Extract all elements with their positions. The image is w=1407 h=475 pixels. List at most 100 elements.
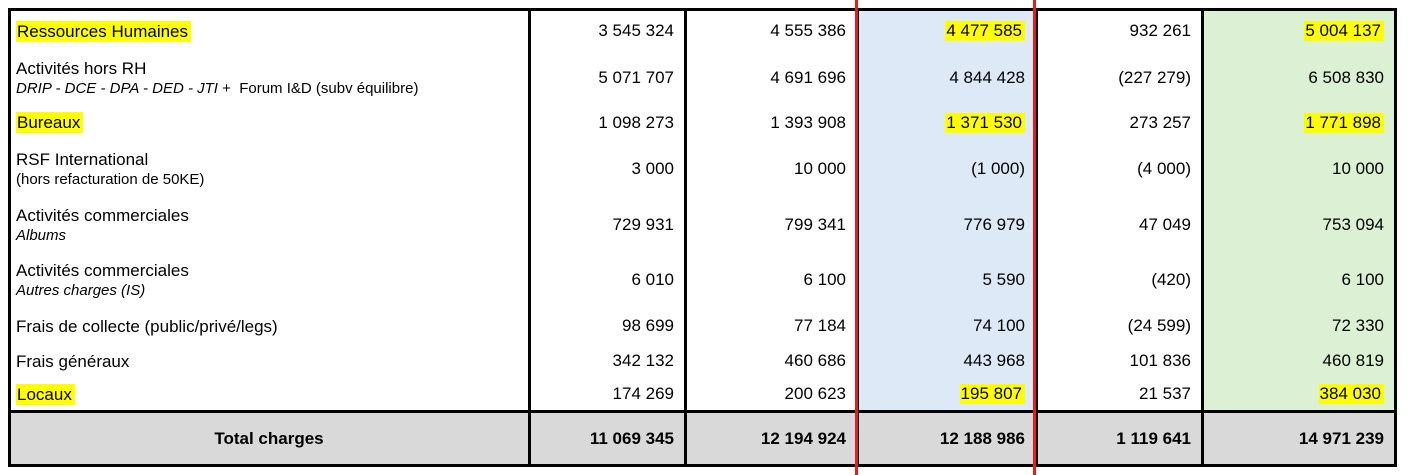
- value-cell: 5 004 137: [1204, 11, 1394, 51]
- table-row: Frais généraux 342 132 460 686 443 968 1…: [8, 344, 1397, 378]
- table-row: RSF International (hors refacturation de…: [8, 140, 1397, 198]
- value-cell: 1 771 898: [1204, 105, 1394, 140]
- value-cell: 10 000: [1332, 159, 1384, 178]
- value-cell: 6 100: [1341, 270, 1384, 289]
- row-label: Bureaux: [8, 105, 528, 140]
- value-cell: 443 968: [963, 351, 1025, 370]
- value-cell: 799 341: [784, 215, 846, 234]
- value-cell: 5 071 707: [598, 68, 674, 87]
- value-cell: 932 261: [1129, 21, 1191, 40]
- value-cell: 273 257: [1129, 112, 1191, 132]
- row-title: Activités hors RH: [16, 59, 147, 78]
- value-cell: 200 623: [784, 384, 846, 403]
- column-separator: [1201, 8, 1204, 467]
- value-cell: 384 030: [1204, 378, 1394, 410]
- row-title: Locaux: [16, 383, 75, 405]
- row-subtitle-plain: + Forum I&D (subv équilibre): [217, 80, 419, 97]
- value-cell: 1 098 273: [598, 112, 674, 132]
- red-marker-line-right: [1033, 0, 1036, 475]
- value-cell: 3 000: [631, 159, 674, 178]
- row-label: Frais de collecte (public/privé/legs): [8, 308, 528, 344]
- value-cell: (1 000): [971, 159, 1025, 178]
- value-cell: 460 819: [1322, 351, 1384, 370]
- highlighted-value: 195 807: [959, 384, 1025, 404]
- value-cell: 460 686: [784, 351, 846, 370]
- value-cell: 4 844 428: [949, 68, 1025, 87]
- row-subtitle: DRIP - DCE - DPA - DED - JTI + Forum I&D…: [16, 79, 418, 98]
- value-cell: 342 132: [612, 351, 674, 370]
- value-cell: (4 000): [1137, 159, 1191, 178]
- value-cell: 6 508 830: [1308, 68, 1384, 87]
- red-marker-line-left: [855, 0, 858, 475]
- row-title: Frais généraux: [16, 351, 130, 371]
- row-label: RSF International (hors refacturation de…: [8, 140, 528, 198]
- value-cell: 10 000: [794, 159, 846, 178]
- value-cell: 5 590: [982, 270, 1025, 289]
- row-label: Activités commerciales Autres charges (I…: [8, 252, 528, 308]
- value-cell: (24 599): [1127, 316, 1191, 335]
- row-subtitle-italic: DRIP - DCE - DPA - DED - JTI: [16, 80, 218, 97]
- value-cell: 1 371 530: [859, 105, 1035, 140]
- value-cell: 195 807: [859, 378, 1035, 410]
- total-value: 12 188 986: [939, 428, 1025, 448]
- table-row: Frais de collecte (public/privé/legs) 98…: [8, 308, 1397, 344]
- value-cell: 753 094: [1322, 215, 1384, 234]
- table-row: Activités commerciales Autres charges (I…: [8, 252, 1397, 308]
- total-value: 14 971 239: [1298, 428, 1384, 448]
- value-cell: 4 477 585: [859, 11, 1035, 51]
- total-row: Total charges 11 069 345 12 194 924 12 1…: [8, 413, 1397, 464]
- value-cell: (420): [1151, 270, 1191, 289]
- row-title: RSF International: [16, 150, 149, 169]
- value-cell: 6 010: [631, 270, 674, 289]
- row-title: Bureaux: [16, 112, 84, 133]
- value-cell: 776 979: [963, 215, 1025, 234]
- value-cell: 729 931: [612, 215, 674, 234]
- total-row-band: [8, 412, 1397, 467]
- highlighted-value: 4 477 585: [945, 21, 1025, 41]
- total-value: 1 119 641: [1116, 428, 1191, 448]
- row-title: Frais de collecte (public/privé/legs): [16, 316, 278, 336]
- value-cell: 77 184: [794, 316, 846, 335]
- highlighted-value: 1 371 530: [945, 112, 1025, 133]
- total-label: Total charges: [214, 428, 324, 448]
- column-separator: [1035, 8, 1038, 467]
- total-value: 11 069 345: [589, 428, 674, 448]
- total-top-border: [8, 410, 1397, 413]
- row-subtitle: (hors refacturation de 50KE): [16, 171, 205, 188]
- value-cell: 74 100: [973, 316, 1025, 335]
- value-cell: 3 545 324: [598, 21, 674, 40]
- value-cell: 1 393 908: [770, 112, 846, 132]
- table-row: Ressources Humaines 3 545 324 4 555 386 …: [8, 11, 1397, 51]
- budget-column-shade: [1204, 8, 1394, 412]
- value-cell: 72 330: [1332, 316, 1384, 335]
- row-title: Ressources Humaines: [16, 20, 192, 42]
- row-label: Frais généraux: [8, 344, 528, 378]
- value-cell: 6 100: [803, 270, 846, 289]
- table-row: Bureaux 1 098 273 1 393 908 1 371 530 27…: [8, 105, 1397, 140]
- value-cell: 4 691 696: [770, 68, 846, 87]
- table-row: Activités commerciales Albums 729 931 79…: [8, 198, 1397, 252]
- row-subtitle: Albums: [16, 227, 67, 244]
- column-separator: [684, 8, 687, 467]
- table-row: Activités hors RH DRIP - DCE - DPA - DED…: [8, 51, 1397, 105]
- value-cell: (227 279): [1118, 68, 1191, 87]
- row-label: Ressources Humaines: [8, 11, 528, 51]
- table-row: Locaux 174 269 200 623 195 807 21 537 38…: [8, 378, 1397, 410]
- highlighted-value: 1 771 898: [1304, 112, 1384, 133]
- highlighted-value: 5 004 137: [1304, 21, 1384, 41]
- value-cell: 101 836: [1129, 351, 1191, 370]
- row-subtitle: Autres charges (IS): [16, 282, 146, 299]
- value-cell: 4 555 386: [770, 21, 846, 40]
- row-label: Activités hors RH DRIP - DCE - DPA - DED…: [8, 51, 528, 105]
- row-label: Activités commerciales Albums: [8, 198, 528, 252]
- row-label: Locaux: [8, 378, 528, 410]
- forecast-column-shade: [858, 8, 1035, 412]
- row-title: Activités commerciales: [16, 261, 189, 280]
- value-cell: 21 537: [1139, 384, 1191, 403]
- column-separator: [528, 8, 531, 467]
- value-cell: 174 269: [612, 384, 674, 403]
- value-cell: 98 699: [622, 316, 674, 335]
- total-value: 12 194 924: [760, 428, 846, 448]
- highlighted-value: 384 030: [1318, 384, 1384, 404]
- row-title: Activités commerciales: [16, 206, 189, 225]
